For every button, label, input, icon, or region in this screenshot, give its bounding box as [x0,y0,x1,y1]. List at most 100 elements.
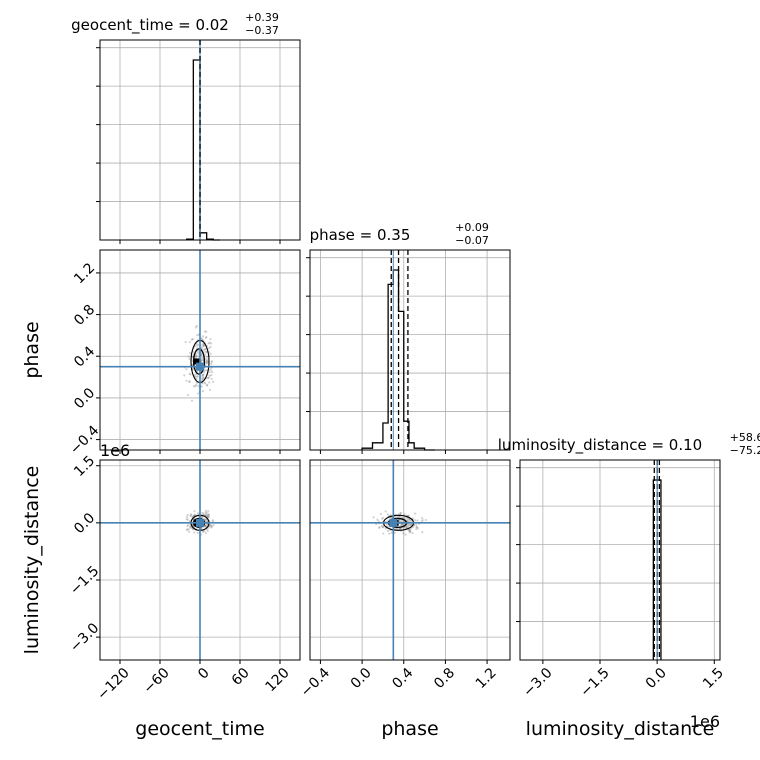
scatter-point [205,351,208,354]
title-sup-luminosity_distance: +58.60 [730,431,760,444]
scatter-point [201,382,204,385]
scatter-point [185,368,188,371]
scatter-point [399,512,402,515]
scatter-point [200,337,203,340]
scatter-point [205,513,208,516]
scatter-point [196,344,200,347]
scatter-point [207,513,210,516]
scatter-point [384,510,387,513]
scatter-point [211,371,214,374]
scatter-point [201,511,204,515]
scatter-point [201,373,204,377]
scatter-point [414,512,417,515]
scatter-point [204,514,207,517]
scatter-point [408,529,411,532]
scatter-point [186,518,189,521]
scatter-point [196,375,199,378]
scatter-point [393,531,396,534]
scatter-point [206,516,210,519]
scatter-point [380,517,384,520]
scatter-point [190,399,194,402]
scatter-point [209,352,212,355]
scatter-point [384,527,387,530]
scatter-point [195,344,198,347]
scatter-point [206,383,209,387]
scatter-point [402,532,405,535]
scatter-point [194,355,197,358]
scatter-point [200,377,204,380]
scatter-point [200,357,203,360]
tick-label-x: 0.0 [348,665,375,692]
scatter-point [407,519,410,522]
scatter-point [189,352,192,355]
scatter-point [185,528,189,531]
scatter-point [209,337,212,341]
tick-label-x: 0 [195,665,213,683]
scatter-point [185,515,189,519]
scatter-point [183,374,186,377]
scatter-point [205,511,208,515]
scatter-point [195,383,198,387]
scatter-point [406,525,409,529]
scatter-point [210,361,213,364]
scatter-point [195,354,198,357]
truth-marker [196,518,204,527]
scatter-point [409,520,412,523]
scatter-point [207,376,210,379]
tick-label-x: 0.8 [431,665,458,692]
tick-label-y: 0.4 [71,343,98,370]
density-core [194,358,201,365]
scatter-point [382,516,385,519]
scatter-point [188,358,191,361]
xlabel-luminosity_distance: luminosity_distance [526,718,715,740]
scatter-point [207,376,210,380]
scatter-point [204,353,207,356]
scatter-point [382,532,385,535]
scatter-point [205,361,208,364]
scatter-point [196,375,199,378]
histogram-geocent_time [186,59,220,241]
scatter-point [211,520,214,523]
scatter-point [405,519,409,522]
title-sub-luminosity_distance: −75.23 [730,444,760,457]
scatter-point [204,511,207,514]
scatter-point [196,334,199,337]
panel-frame [99,249,301,451]
scatter-point [372,516,375,519]
scatter-point [390,516,393,519]
panel-frame [99,459,301,661]
scatter-point [204,525,207,528]
scatter-point [420,520,423,523]
scatter-point [205,514,209,517]
scatter-point [424,518,427,522]
scatter-point [203,330,207,333]
scatter-point [186,524,189,528]
title-sup-geocent_time: +0.39 [245,11,279,24]
scatter-point [408,530,411,534]
scatter-point [204,531,208,535]
scatter-point [206,360,209,363]
scatter-point [415,525,419,529]
scatter-point [382,525,385,529]
scatter-point [206,358,209,362]
scatter-point [210,342,213,345]
scatter-point [192,350,195,353]
tick-label-y: 0.0 [71,385,98,412]
scatter-point [195,355,198,358]
tick-label-x: −3.0 [520,665,555,700]
scatter-point [380,524,384,528]
scatter-point [205,330,208,333]
scatter-point [408,528,411,531]
scatter-point [408,524,411,527]
scatter-point [207,515,211,518]
panel-frame [519,459,721,661]
scatter-point [189,514,192,518]
scatter-point [416,519,419,522]
scatter-point [189,373,192,376]
scatter-point [197,384,200,387]
scatter-point [189,526,192,529]
scatter-point [420,516,424,520]
title-sub-phase: −0.07 [455,234,489,247]
scatter-point [187,355,190,358]
